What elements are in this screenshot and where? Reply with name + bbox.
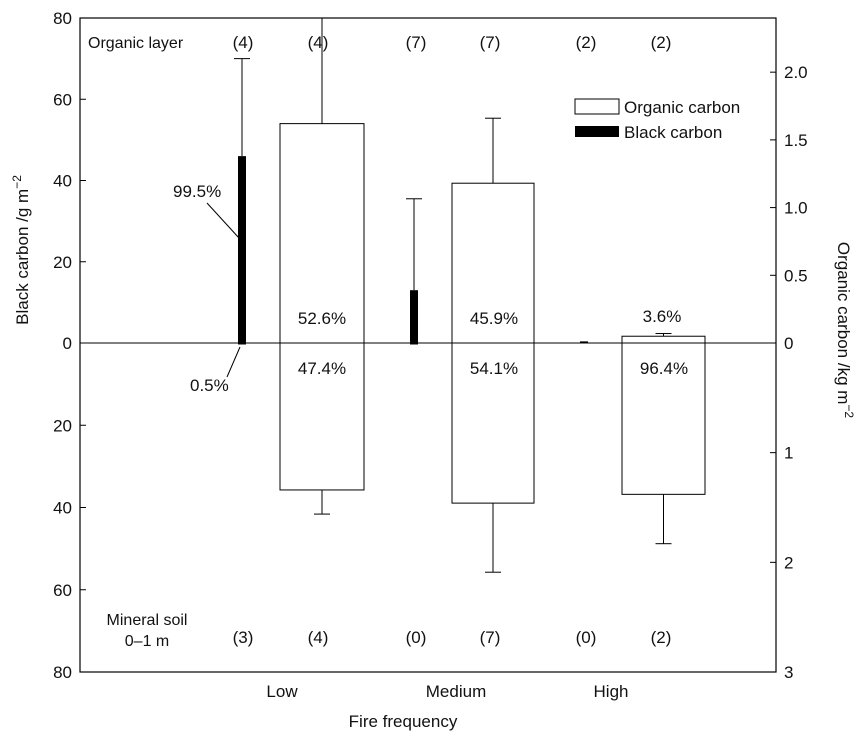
left-tick-label-down-0: 20 — [53, 416, 72, 435]
black-carbon-pct-mineral-low: 0.5% — [190, 376, 229, 395]
mineral-soil-n-organic-0: (4) — [308, 628, 329, 647]
organic-carbon-pct-mineral-0: 47.4% — [298, 359, 346, 378]
mineral-soil-n-organic-2: (2) — [651, 628, 672, 647]
left-tick-label-up-4: 80 — [53, 9, 72, 28]
organic-layer-label: Organic layer — [88, 35, 184, 52]
left-tick-label-up-2: 40 — [53, 172, 72, 191]
mineral-soil-n-black-2: (0) — [576, 628, 597, 647]
organic-carbon-mineral-bar-medium — [451, 342, 535, 504]
organic-carbon-organic-bar-low — [279, 123, 365, 344]
organic-carbon-pct-organic-0: 52.6% — [298, 309, 346, 328]
organic-carbon-pct-organic-1: 45.9% — [470, 309, 518, 328]
x-tick-label-low: Low — [266, 682, 298, 701]
black-carbon-pct-organic-low: 99.5% — [173, 182, 221, 201]
organic-layer-n-organic-2: (2) — [651, 33, 672, 52]
legend-swatch-black-carbon — [575, 126, 619, 137]
mineral-soil-n-black-1: (0) — [406, 628, 427, 647]
organic-layer-n-black-1: (7) — [406, 33, 427, 52]
organic-carbon-pct-mineral-2: 96.4% — [640, 359, 688, 378]
x-tick-label-high: High — [594, 682, 629, 701]
organic-layer-n-black-2: (2) — [576, 33, 597, 52]
organic-layer-n-organic-1: (7) — [480, 33, 501, 52]
black-carbon-organic-bar-low — [238, 156, 246, 343]
left-axis-title-main: Black carbon /g m — [13, 189, 32, 325]
left-tick-label-down-2: 60 — [53, 581, 72, 600]
mineral-soil-label-line1: Mineral soil — [107, 612, 188, 629]
left-tick-label-up-1: 20 — [53, 253, 72, 272]
bars — [234, 17, 706, 573]
plot-border — [79, 17, 777, 673]
left-axis-title: Black carbon /g m−2 — [10, 175, 32, 325]
right-axis-title-sup: −2 — [842, 404, 856, 418]
black-carbon-organic-bar-medium — [410, 290, 418, 343]
organic-carbon-mineral-bar-low — [279, 342, 365, 491]
legend: Organic carbon Black carbon — [574, 98, 740, 142]
black-carbon-mineral-bar-low — [238, 343, 246, 345]
black-carbon-organic-bar-high — [580, 341, 588, 343]
right-tick-label-up-3: 1.5 — [784, 131, 808, 150]
black-carbon-pct-organic-leader — [206, 202, 240, 239]
black-carbon-pct-mineral-leader — [226, 346, 241, 378]
right-tick-label-up-1: 0.5 — [784, 266, 808, 285]
right-tick-label-down-1: 2 — [784, 553, 793, 572]
right-tick-label-up-4: 2.0 — [784, 63, 808, 82]
left-tick-label-down-1: 40 — [53, 499, 72, 518]
organic-carbon-organic-bar-high — [621, 335, 706, 344]
legend-label-organic-carbon: Organic carbon — [624, 98, 740, 117]
right-tick-label-down-0: 1 — [784, 444, 793, 463]
organic-layer-n-black-0: (4) — [233, 33, 254, 52]
organic-carbon-pct-mineral-1: 54.1% — [470, 359, 518, 378]
right-tick-label-up-2: 1.0 — [784, 199, 808, 218]
x-axis-title: Fire frequency — [349, 712, 458, 731]
mineral-soil-n-organic-1: (7) — [480, 628, 501, 647]
legend-label-black-carbon: Black carbon — [624, 123, 722, 142]
labels: Low Medium High Organic layer (4) (7) (2) (4) (7… — [88, 33, 688, 701]
black-carbon-mineral-bar-medium — [410, 343, 418, 345]
right-axis-title: Organic carbon /kg m−2 — [834, 242, 856, 419]
right-tick-label-up-0: 0 — [784, 334, 793, 353]
left-axis: 0 20 40 60 80 20 40 60 80 — [53, 9, 86, 682]
x-tick-label-medium: Medium — [426, 682, 486, 701]
organic-layer-n-organic-0: (4) — [308, 33, 329, 52]
left-tick-label-up-3: 60 — [53, 90, 72, 109]
organic-carbon-pct-organic-2: 3.6% — [643, 307, 682, 326]
plot-frame — [79, 17, 777, 673]
organic-carbon-organic-bar-medium — [451, 182, 535, 344]
right-axis-title-main: Organic carbon /kg m — [834, 242, 853, 405]
right-axis: 0 0.5 1.0 1.5 2.0 1 2 3 — [770, 63, 808, 682]
mineral-soil-n-black-0: (3) — [233, 628, 254, 647]
left-axis-title-sup: −2 — [10, 175, 24, 189]
left-tick-label-up-0: 0 — [63, 334, 72, 353]
legend-swatch-organic-carbon — [574, 98, 620, 115]
right-tick-label-down-2: 3 — [784, 663, 793, 682]
left-tick-label-down-3: 80 — [53, 663, 72, 682]
mineral-soil-label-line2: 0–1 m — [125, 633, 169, 650]
organic-carbon-mineral-bar-high — [621, 342, 706, 495]
